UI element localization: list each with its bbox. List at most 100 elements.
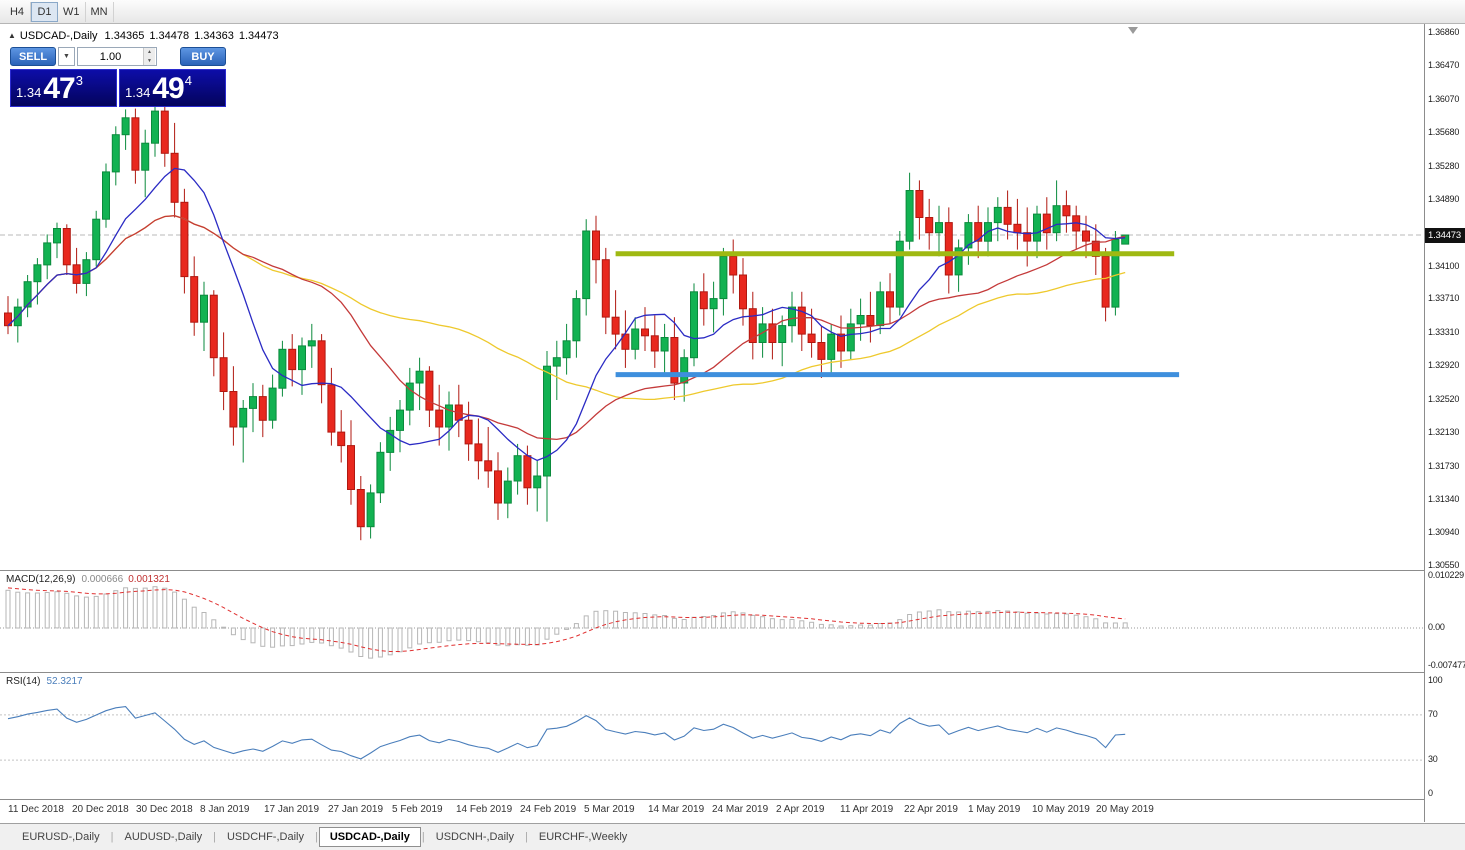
- candle: [533, 460, 542, 512]
- tab-separator: |: [314, 831, 318, 843]
- candle: [748, 291, 757, 360]
- macd-histogram-bar: [544, 627, 550, 640]
- macd-histogram-bar: [5, 589, 11, 629]
- macd-histogram-bar: [779, 619, 785, 629]
- sell-price-panel[interactable]: 1.34 47 3: [10, 69, 117, 107]
- candle: [464, 401, 473, 461]
- spinner-up-icon[interactable]: ▲: [144, 48, 155, 57]
- macd-histogram-bar: [564, 627, 570, 630]
- macd-signal-value: 0.001321: [128, 574, 170, 585]
- macd-histogram-bar: [828, 624, 834, 629]
- tab-separator: |: [110, 831, 114, 843]
- chart-tab[interactable]: AUDUSD-,Daily: [124, 831, 203, 843]
- buy-button[interactable]: BUY: [180, 47, 226, 66]
- chart-title: ▲ USDCAD-,Daily 1.34365 1.34478 1.34363 1.344…: [8, 30, 284, 42]
- sell-price-point: 3: [75, 73, 83, 88]
- timeframe-button-w1[interactable]: W1: [58, 1, 86, 22]
- candle: [347, 420, 355, 505]
- candle: [1062, 190, 1071, 233]
- rsi-axis-tick: 70: [1428, 709, 1438, 719]
- price-chart-canvas[interactable]: [0, 24, 1424, 570]
- macd-histogram-bar: [1103, 622, 1109, 629]
- candle: [582, 219, 591, 316]
- candle: [915, 180, 924, 240]
- macd-histogram-bar: [1044, 613, 1050, 629]
- macd-histogram-bar: [181, 598, 187, 629]
- chart-tab[interactable]: EURCHF-,Weekly: [538, 831, 628, 843]
- candle: [876, 281, 885, 335]
- candle: [1013, 198, 1022, 250]
- candle: [905, 172, 914, 250]
- spinner-down-icon[interactable]: ▼: [144, 56, 155, 65]
- price-axis-tick: 1.33710: [1428, 293, 1460, 303]
- macd-histogram-bar: [632, 612, 638, 629]
- macd-histogram-bar: [142, 587, 148, 629]
- macd-histogram-bar: [64, 592, 70, 629]
- macd-histogram-bar: [132, 587, 138, 629]
- chart-tab[interactable]: USDCAD-,Daily: [318, 827, 421, 847]
- macd-histogram-bar: [671, 617, 677, 629]
- candle: [670, 317, 679, 400]
- sell-button[interactable]: SELL: [10, 47, 56, 66]
- candle: [601, 247, 610, 335]
- macd-histogram-bar: [818, 623, 824, 629]
- macd-histogram-bar: [338, 627, 344, 649]
- macd-panel-canvas[interactable]: [0, 571, 1424, 672]
- volume-input[interactable]: [78, 48, 143, 65]
- candle: [1042, 197, 1051, 250]
- candle: [425, 366, 434, 427]
- macd-histogram-bar: [299, 627, 305, 645]
- candle: [327, 367, 336, 446]
- chart-tab[interactable]: USDCHF-,Daily: [226, 831, 304, 843]
- macd-histogram-bar: [93, 595, 99, 629]
- macd-panel-splitter[interactable]: [0, 570, 1465, 571]
- ohlc-open-value: 1.34365: [104, 30, 145, 42]
- candle: [229, 366, 238, 446]
- timeframe-button-mn[interactable]: MN: [86, 1, 114, 22]
- macd-histogram-bar: [1073, 614, 1079, 629]
- candle: [249, 383, 257, 433]
- candle: [641, 307, 649, 351]
- macd-histogram-bar: [769, 618, 775, 629]
- chart-tab-bar: EURUSD-,Daily | AUDUSD-,Daily | USDCHF-,Dail…: [0, 823, 1465, 850]
- chart-tab[interactable]: USDCNH-,Daily: [435, 831, 514, 843]
- candle: [278, 340, 287, 397]
- macd-histogram-bar: [103, 593, 109, 629]
- chart-shift-marker-icon[interactable]: [1128, 27, 1138, 34]
- time-axis[interactable]: 11 Dec 2018 20 Dec 2018 30 Dec 2018 8 Jan 2…: [0, 800, 1424, 822]
- timeframe-button-h4[interactable]: H4: [4, 1, 31, 22]
- candle: [1072, 205, 1081, 250]
- candle: [837, 315, 845, 368]
- macd-histogram-bar: [613, 610, 619, 629]
- rsi-axis-tick: 30: [1428, 754, 1438, 764]
- buy-price-panel[interactable]: 1.34 49 4: [119, 69, 226, 107]
- rsi-panel-splitter[interactable]: [0, 672, 1465, 673]
- candle: [650, 315, 659, 368]
- macd-histogram-bar: [1083, 616, 1089, 629]
- candle: [807, 308, 816, 358]
- price-axis-tick: 1.36470: [1428, 60, 1460, 70]
- time-axis-label: 14 Feb 2019: [456, 804, 513, 815]
- volume-dropdown-arrow-icon[interactable]: ▼: [58, 47, 75, 66]
- timeframe-button-d1[interactable]: D1: [31, 1, 58, 22]
- candle: [611, 290, 620, 350]
- collapse-panel-icon[interactable]: ▲: [8, 31, 16, 40]
- candle: [484, 427, 493, 488]
- candle: [121, 109, 130, 150]
- candle: [141, 129, 150, 198]
- price-axis[interactable]: 1.34473 1.36860 1.36470 1.36070 1.35680 1.35…: [1425, 0, 1465, 822]
- candle: [592, 215, 600, 284]
- macd-histogram-bar: [652, 614, 658, 629]
- macd-histogram-bar: [74, 595, 80, 629]
- candle: [1033, 205, 1041, 259]
- chart-tab[interactable]: EURUSD-,Daily: [22, 831, 100, 843]
- macd-histogram-bar: [936, 609, 942, 629]
- candle: [386, 416, 395, 471]
- candle: [396, 400, 404, 453]
- macd-histogram-bar: [397, 627, 403, 653]
- rsi-panel-canvas[interactable]: [0, 673, 1424, 799]
- macd-histogram-bar: [250, 627, 256, 644]
- candle: [317, 334, 326, 404]
- candle: [131, 108, 140, 184]
- candle: [298, 337, 306, 395]
